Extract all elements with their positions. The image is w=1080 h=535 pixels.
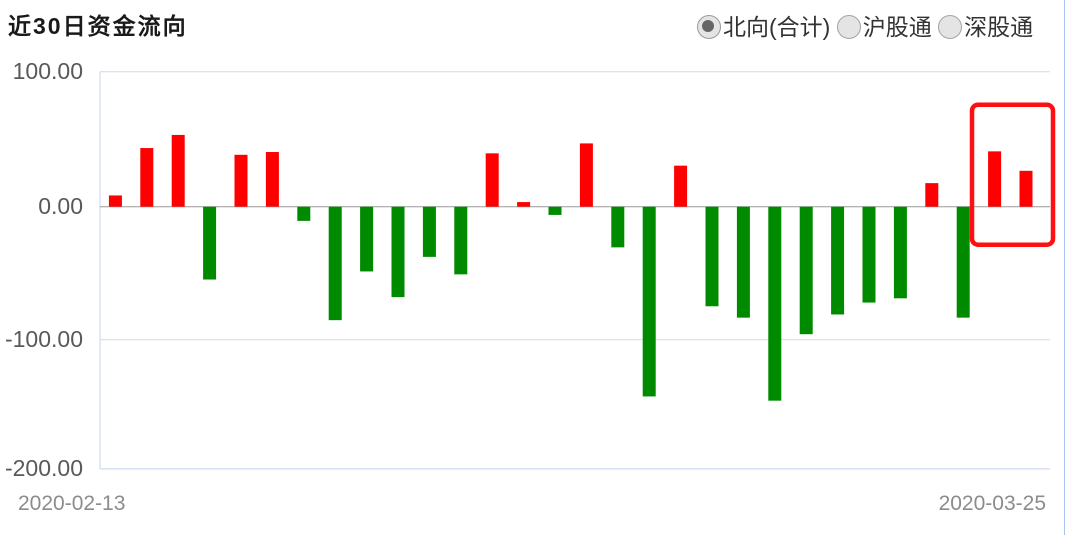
svg-text:0.00: 0.00 — [38, 193, 83, 219]
svg-text:2020-03-25: 2020-03-25 — [939, 492, 1046, 515]
svg-text:-100.00: -100.00 — [5, 326, 83, 352]
svg-text:2020-02-13: 2020-02-13 — [18, 492, 125, 515]
svg-text:-200.00: -200.00 — [5, 455, 83, 481]
svg-text:100.00: 100.00 — [13, 58, 83, 84]
